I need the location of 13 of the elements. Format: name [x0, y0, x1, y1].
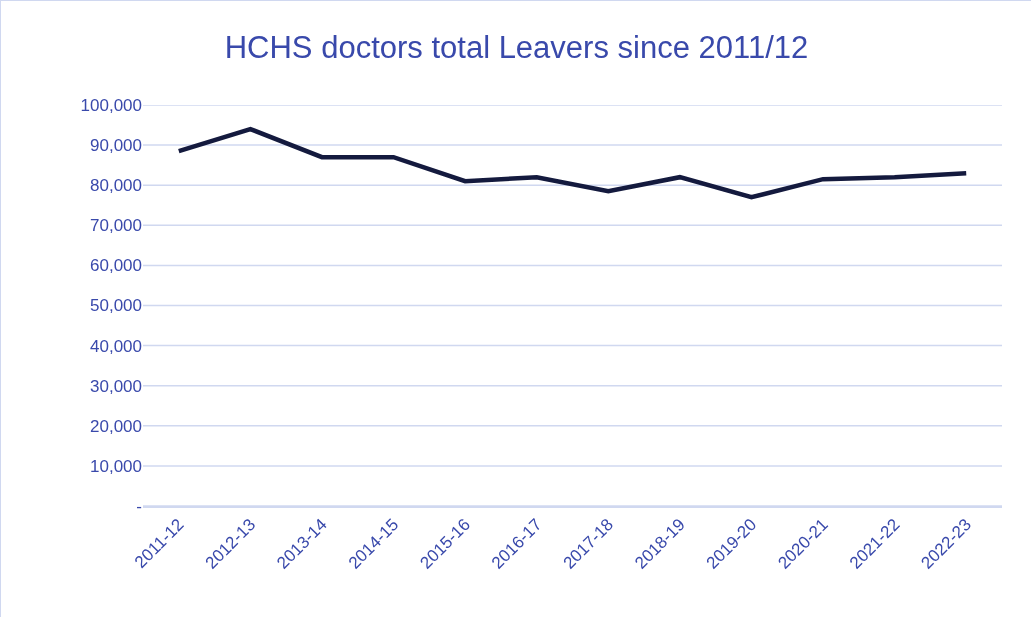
y-tick-label: 90,000 [90, 136, 142, 156]
line-series [176, 126, 969, 200]
y-tick-label: - [136, 496, 142, 516]
y-tick-label: 70,000 [90, 216, 142, 236]
y-tick-label: 20,000 [90, 416, 142, 436]
y-tick-label: 30,000 [90, 376, 142, 396]
y-tick-label: 10,000 [90, 456, 142, 476]
y-tick-label: 50,000 [90, 296, 142, 316]
y-tick-label: 40,000 [90, 336, 142, 356]
y-tick-label: 100,000 [80, 95, 142, 115]
y-tick-label: 80,000 [90, 176, 142, 196]
chart-title: HCHS doctors total Leavers since 2011/12 [224, 30, 809, 66]
y-tick-label: 60,000 [90, 256, 142, 276]
